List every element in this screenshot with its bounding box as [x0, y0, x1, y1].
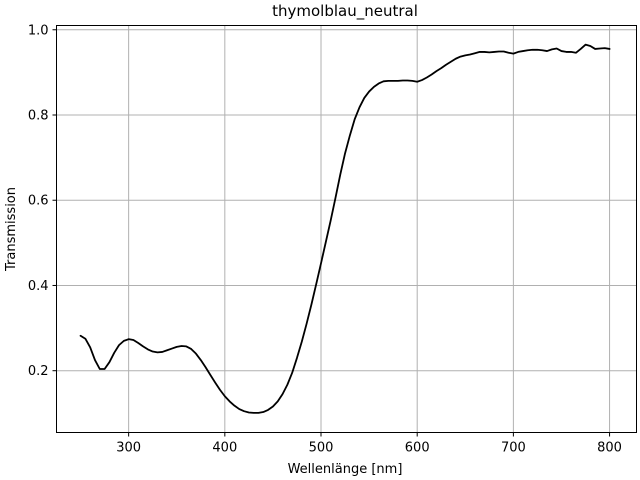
x-tick-label: 700 — [501, 441, 526, 456]
x-tick-label: 800 — [597, 441, 622, 456]
axis-ticks: 300 400 500 600 700 800 0.2 0.4 0.6 0.8 1.0 — [28, 23, 622, 455]
x-tick-label: 600 — [405, 441, 430, 456]
y-tick-label: 0.8 — [28, 108, 49, 123]
y-tick-label: 0.2 — [28, 364, 49, 379]
chart-title: thymolblau_neutral — [272, 2, 418, 21]
plot-frame — [56, 25, 637, 433]
grid-lines — [56, 25, 637, 433]
y-tick-label: 0.6 — [28, 194, 49, 209]
x-tick-label: 500 — [309, 441, 334, 456]
series-line-1 — [79, 43, 611, 414]
x-tick-label: 400 — [212, 441, 237, 456]
y-tick-label: 1.0 — [28, 23, 49, 38]
plot-area — [79, 43, 611, 414]
y-axis-label: Transmission — [4, 187, 19, 272]
x-axis-label: Wellenlänge [nm] — [288, 462, 403, 477]
y-tick-label: 0.4 — [28, 279, 49, 294]
x-tick-label: 300 — [116, 441, 141, 456]
